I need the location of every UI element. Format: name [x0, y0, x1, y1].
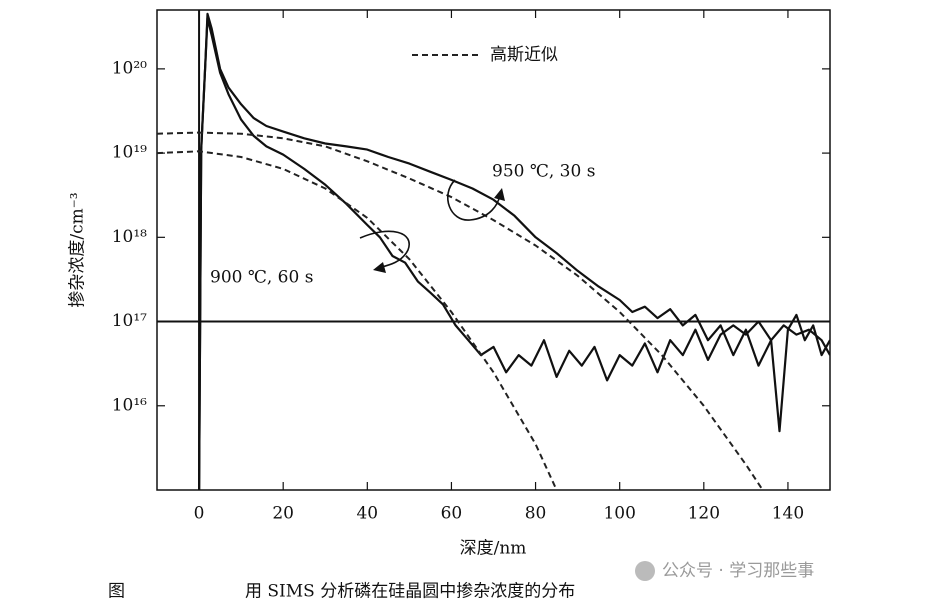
x-tick-label: 80	[525, 504, 547, 524]
arrow-head	[373, 262, 386, 273]
x-tick-label: 20	[272, 504, 294, 524]
y-tick-label: 10¹⁷	[112, 311, 147, 331]
watermark: 公众号 · 学习那些事	[662, 561, 814, 581]
annotation-arrow	[446, 179, 501, 221]
plot-frame	[156, 9, 831, 491]
y-tick-label: 10¹⁹	[112, 143, 147, 163]
y-tick-label: 10²⁰	[112, 58, 147, 78]
x-tick-label: 60	[441, 504, 463, 524]
legend-label: 高斯近似	[490, 45, 558, 65]
caption-label: 图	[108, 582, 125, 602]
x-tick-label: 140	[772, 504, 804, 524]
measured-curve	[198, 12, 830, 490]
measured-curve	[198, 17, 830, 490]
y-tick-label: 10¹⁶	[112, 395, 147, 415]
fit-curve	[157, 131, 764, 490]
x-tick-label: 0	[194, 504, 205, 524]
annotation-arrow	[359, 230, 410, 269]
x-tick-label: 120	[688, 504, 720, 524]
y-axis-label: 掺杂浓度/cm⁻³	[68, 192, 88, 307]
x-tick-label: 40	[356, 504, 378, 524]
watermark-icon	[635, 561, 655, 581]
x-tick-label: 100	[603, 504, 635, 524]
annotation: 900 ℃, 60 s	[210, 268, 313, 288]
arrow-head	[494, 188, 505, 201]
caption-text: 用 SIMS 分析磷在硅晶圆中掺杂浓度的分布	[245, 582, 575, 602]
y-tick-label: 10¹⁸	[112, 227, 147, 247]
annotation: 950 ℃, 30 s	[492, 162, 595, 182]
fit-curve	[157, 150, 558, 490]
x-axis-label: 深度/nm	[460, 539, 527, 559]
